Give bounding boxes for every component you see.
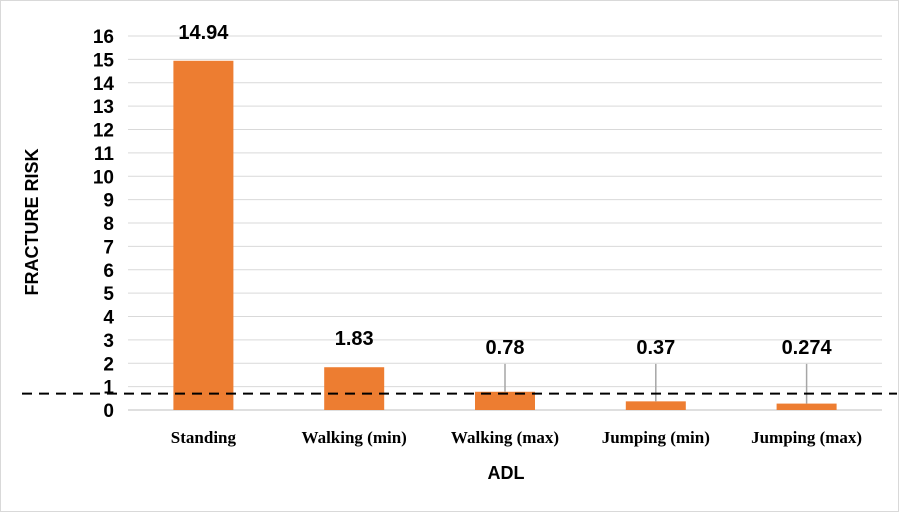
- data-label: 0.37: [636, 337, 675, 359]
- bar: [475, 391, 535, 410]
- data-label: 1.83: [335, 328, 374, 350]
- y-tick-label: 14: [93, 74, 115, 95]
- x-axis-title: ADL: [488, 463, 525, 483]
- y-tick-label: 4: [103, 308, 114, 329]
- y-tick-label: 8: [103, 214, 114, 235]
- y-tick-label: 9: [103, 191, 114, 212]
- y-tick-label: 15: [93, 50, 115, 71]
- bar: [776, 403, 837, 410]
- y-tick-label: 2: [103, 354, 114, 375]
- bar: [625, 401, 686, 410]
- bars: [173, 60, 837, 411]
- data-label: 0.78: [486, 337, 525, 359]
- gridlines: [128, 35, 882, 411]
- y-tick-label: 12: [93, 121, 114, 142]
- y-tick-label: 7: [103, 237, 114, 258]
- y-tick-label: 13: [93, 97, 114, 118]
- data-label: 14.94: [178, 22, 229, 44]
- y-tick-label: 10: [93, 167, 114, 188]
- y-tick-label: 11: [94, 144, 115, 165]
- data-labels: 14.94 1.83 0.78 0.37 0.274: [178, 22, 832, 359]
- y-axis-title: FRACTURE RISK: [22, 149, 42, 296]
- bar: [173, 60, 234, 411]
- x-tick-label: Standing: [171, 428, 237, 447]
- data-label: 0.274: [782, 337, 833, 359]
- y-tick-label: 0: [103, 401, 114, 422]
- y-tick-label: 3: [103, 331, 114, 352]
- x-tick-label: Jumping (max): [751, 428, 862, 447]
- y-tick-label: 1: [103, 378, 114, 399]
- y-tick-label: 5: [103, 284, 114, 305]
- x-tick-label: Walking (max): [451, 428, 559, 447]
- bar: [324, 367, 385, 410]
- x-axis-ticks: Standing Walking (min) Walking (max) Jumpin…: [171, 428, 862, 447]
- y-tick-label: 16: [93, 27, 114, 48]
- x-tick-label: Walking (min): [302, 428, 407, 447]
- y-tick-label: 6: [103, 261, 114, 282]
- leader-lines: [504, 363, 808, 404]
- x-tick-label: Jumping (min): [602, 428, 710, 447]
